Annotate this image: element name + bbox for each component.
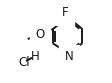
Text: O: O <box>35 28 44 41</box>
Text: F: F <box>61 6 68 19</box>
Text: N: N <box>64 50 73 63</box>
Text: Cl: Cl <box>18 56 29 69</box>
Text: H: H <box>31 50 40 63</box>
